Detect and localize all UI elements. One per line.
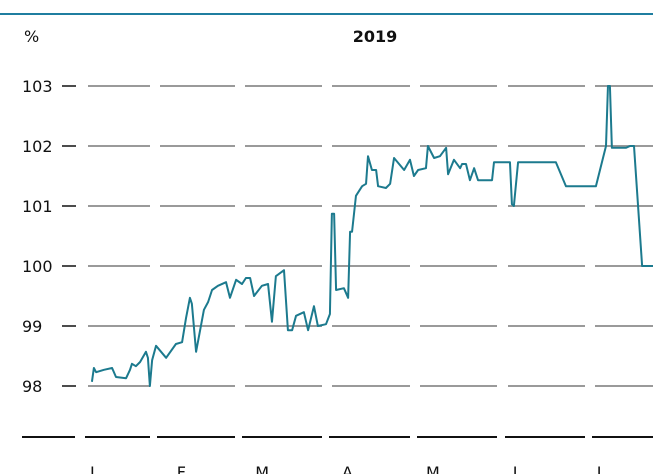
y-tick-label: 99 <box>22 317 42 336</box>
x-tick-label: J <box>512 463 518 474</box>
x-tick-label: J <box>596 463 602 474</box>
x-tick-label: F <box>177 463 186 474</box>
data-line <box>90 85 653 387</box>
y-tick-label: 101 <box>22 197 53 216</box>
chart-title: 2019 <box>353 27 398 46</box>
x-tick-label: M <box>426 463 440 474</box>
y-tick-label: 102 <box>22 137 53 156</box>
y-tick-label: 100 <box>22 257 53 276</box>
y-tick-label: 103 <box>22 77 53 96</box>
x-tick-label: A <box>342 463 353 474</box>
y-tick-label: 98 <box>22 377 42 396</box>
x-tick-label: M <box>255 463 269 474</box>
x-tick-label: J <box>89 463 95 474</box>
y-axis-label: % <box>24 27 39 46</box>
